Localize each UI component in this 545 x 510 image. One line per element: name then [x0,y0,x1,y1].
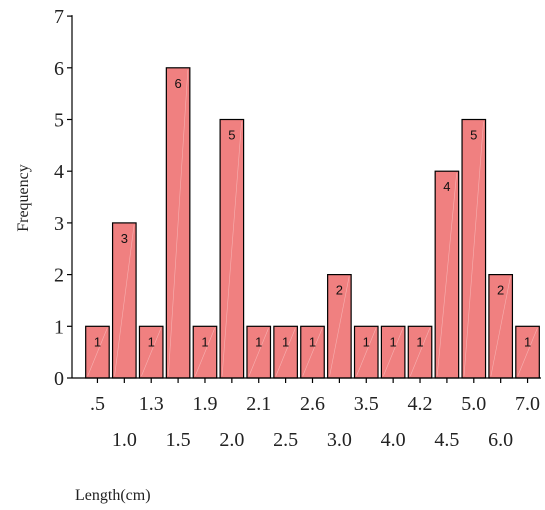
bar-value-label: 2 [497,283,504,298]
x-tick-label: 1.9 [192,393,217,415]
x-tick-label: 3.5 [354,393,379,415]
bar-shading-line [517,328,538,377]
x-ticks-group: .5 1.01.31.51.92.02.12.52.63.03.54.04.24.… [90,378,540,451]
y-tick-label: 5 [54,110,64,132]
bar-shading-line [302,328,323,377]
bar-shading-line [463,121,484,377]
bar-shading-line [248,328,269,377]
bar-value-label: 1 [94,334,101,349]
bar-labels-group: 1 3 1 6 1 5 1 1 1 2 1 1 1 4 5 2 1 [94,76,531,349]
y-axis-label: Frequency [15,164,32,232]
x-tick-label: 1.3 [139,393,164,415]
bar-value-label: 2 [336,283,343,298]
bars-group [85,67,540,379]
x-tick-label: 6.0 [488,429,513,451]
bar-shading-line [275,328,296,377]
bar-shading-line [168,69,189,377]
bar-value-label: 1 [363,334,370,349]
x-tick-label: 4.2 [408,393,433,415]
x-axis-label: Length(cm) [75,487,151,504]
x-tick-label: 2.6 [300,393,325,415]
bar-value-label: 1 [416,334,423,349]
x-tick-label: 4.0 [381,429,406,451]
x-tick-label: 4.5 [434,429,459,451]
bar-shading-line [356,328,377,377]
bar-value-label: 1 [148,334,155,349]
bar-shading-line [87,328,108,377]
x-tick-label: 2.0 [219,429,244,451]
bar-value-label: 1 [309,334,316,349]
bar-value-label: 3 [121,231,128,246]
bar-value-label: 1 [201,334,208,349]
bar-value-label: 1 [390,334,397,349]
bar-shading-line [329,276,350,377]
x-tick-label: .5 [90,393,105,415]
x-tick-label: 7.0 [515,393,540,415]
bar-shading-line [114,224,135,377]
bar-value-label: 1 [255,334,262,349]
bar-shading-line [194,328,215,377]
bar-value-label: 1 [524,334,531,349]
x-tick-label: 5.0 [461,393,486,415]
bar-shading-line [490,276,511,377]
x-tick-label: 2.1 [246,393,271,415]
x-tick-label: 1.5 [166,429,191,451]
y-tick-label: 2 [54,265,64,287]
bar-shading-line [436,173,457,377]
y-tick-label: 1 [54,316,64,338]
bar-shading-line [141,328,162,377]
y-tick-label: 0 [54,368,64,390]
y-tick-label: 4 [54,161,64,183]
x-tick-label: 1.0 [112,429,137,451]
y-tick-label: 7 [54,6,64,28]
y-ticks-group: 0 1 2 3 4 5 6 7 [54,6,72,390]
bar-shading-line [383,328,404,377]
bar-value-label: 5 [228,128,235,143]
bar-value-label: 1 [282,334,289,349]
y-tick-label: 6 [54,58,64,80]
bar-value-label: 6 [174,76,181,91]
bar-shading-line [221,121,242,377]
x-tick-label: 3.0 [327,429,352,451]
bar-value-label: 4 [443,179,450,194]
bar-value-label: 5 [470,128,477,143]
bar-shading-line [410,328,431,377]
x-tick-label: 2.5 [273,429,298,451]
y-tick-label: 3 [54,213,64,235]
